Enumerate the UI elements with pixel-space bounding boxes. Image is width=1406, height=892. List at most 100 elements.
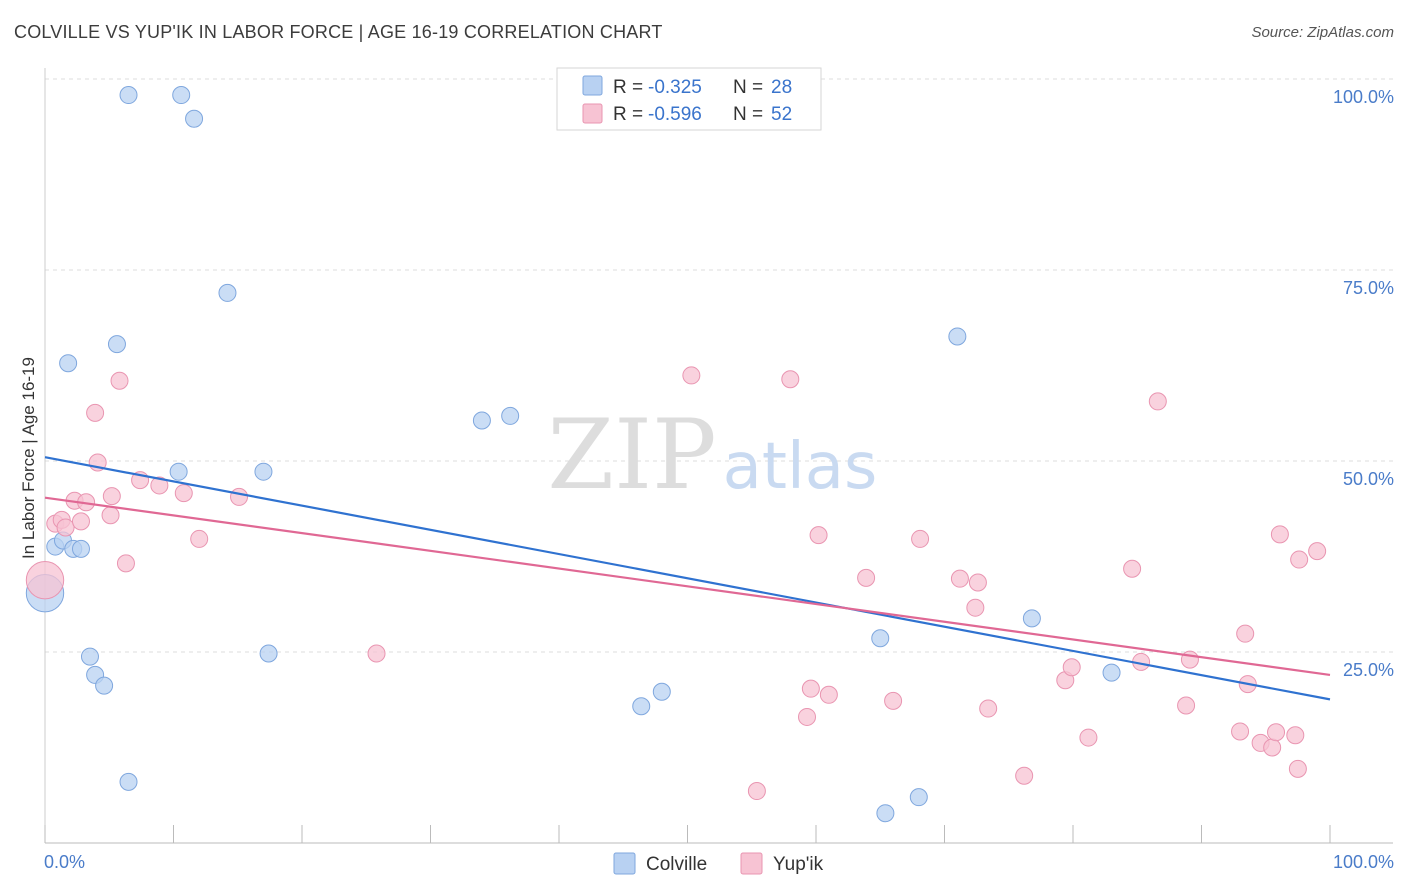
yupik-point-24 bbox=[809, 526, 828, 545]
y-tick-labels: 100.0% 75.0% 50.0% 25.0% bbox=[1333, 87, 1394, 680]
yupik-point-39 bbox=[1148, 392, 1167, 411]
y-tick-label-1: 75.0% bbox=[1343, 278, 1394, 298]
yupik-point-10 bbox=[102, 487, 121, 506]
colville-point-5 bbox=[59, 354, 78, 373]
yupik-point-30 bbox=[966, 598, 985, 617]
x-tick-label-left: 0.0% bbox=[44, 852, 85, 872]
watermark-atlas: atlas bbox=[723, 430, 878, 504]
yupik-point-50 bbox=[1288, 759, 1307, 778]
yupik-point-15 bbox=[174, 484, 193, 503]
yupik-point-28 bbox=[911, 529, 930, 548]
yupik-point-51 bbox=[1290, 550, 1309, 569]
yupik-point-31 bbox=[968, 573, 987, 592]
yupik-trend-line bbox=[44, 496, 1331, 677]
watermark: ZIP atlas bbox=[547, 399, 877, 511]
legend-swatch-colville bbox=[582, 75, 603, 96]
grid-layer bbox=[45, 78, 1393, 653]
legend-r-label-colville: R = bbox=[613, 77, 643, 98]
yupik-point-0 bbox=[25, 560, 65, 600]
yupik-point-47 bbox=[1267, 723, 1286, 742]
series-legend: Colville Yup'ik bbox=[613, 852, 824, 875]
legend-r-label-yupik: R = bbox=[613, 104, 643, 125]
colville-point-15 bbox=[218, 283, 237, 302]
colville-point-18 bbox=[472, 411, 491, 430]
bottom-legend-swatch-yupik bbox=[740, 852, 763, 875]
yupik-point-26 bbox=[857, 568, 876, 587]
colville-point-24 bbox=[909, 788, 928, 807]
colville-point-20 bbox=[632, 697, 651, 716]
legend-swatch-yupik bbox=[582, 103, 603, 124]
yupik-point-32 bbox=[979, 699, 998, 718]
colville-point-25 bbox=[948, 327, 967, 346]
y-tick-label-2: 50.0% bbox=[1343, 469, 1394, 489]
yupik-point-35 bbox=[1062, 658, 1081, 677]
yupik-point-5 bbox=[71, 512, 90, 531]
y-tick-label-3: 25.0% bbox=[1343, 660, 1394, 680]
colville-point-19 bbox=[501, 406, 520, 425]
colville-point-4 bbox=[71, 539, 90, 558]
yupik-point-17 bbox=[230, 487, 249, 506]
points-layer bbox=[25, 86, 1327, 823]
colville-trend-line bbox=[44, 456, 1331, 701]
colville-point-27 bbox=[1102, 663, 1121, 682]
yupik-point-25 bbox=[819, 685, 838, 704]
yupik-point-3 bbox=[56, 518, 75, 537]
yupik-point-22 bbox=[798, 707, 817, 726]
legend-n-label-colville: N = bbox=[733, 77, 763, 98]
chart-title: COLVILLE VS YUP'IK IN LABOR FORCE | AGE … bbox=[14, 22, 663, 42]
colville-point-9 bbox=[107, 335, 126, 354]
yupik-point-19 bbox=[682, 366, 701, 385]
colville-point-6 bbox=[80, 647, 99, 666]
y-axis-label: In Labor Force | Age 16-19 bbox=[19, 357, 38, 559]
colville-point-8 bbox=[95, 676, 114, 695]
y-tick-label-0: 100.0% bbox=[1333, 87, 1394, 107]
yupik-point-21 bbox=[781, 370, 800, 389]
bottom-legend-label-yupik: Yup'ik bbox=[773, 854, 824, 875]
colville-point-17 bbox=[259, 644, 278, 663]
correlation-legend: R = -0.325 N = 28 R = -0.596 N = 52 bbox=[556, 67, 822, 131]
watermark-zip: ZIP bbox=[547, 399, 716, 511]
colville-point-11 bbox=[119, 86, 138, 105]
yupik-point-20 bbox=[747, 782, 766, 801]
yupik-point-7 bbox=[86, 403, 105, 422]
colville-point-14 bbox=[185, 109, 204, 128]
axis-layer bbox=[44, 68, 1393, 844]
yupik-point-11 bbox=[110, 371, 129, 390]
yupik-point-16 bbox=[190, 529, 209, 548]
yupik-point-12 bbox=[116, 554, 135, 573]
yupik-point-36 bbox=[1079, 728, 1098, 747]
colville-point-22 bbox=[871, 629, 890, 648]
legend-n-label-yupik: N = bbox=[733, 104, 763, 125]
colville-point-10 bbox=[119, 772, 138, 791]
legend-n-value-colville: 28 bbox=[771, 77, 792, 98]
legend-r-value-colville: -0.325 bbox=[648, 77, 702, 98]
bottom-legend-label-colville: Colville bbox=[646, 854, 707, 875]
chart-source: Source: ZipAtlas.com bbox=[1251, 24, 1394, 41]
yupik-point-49 bbox=[1286, 726, 1305, 745]
colville-point-21 bbox=[652, 682, 671, 701]
yupik-point-29 bbox=[950, 569, 969, 588]
yupik-point-40 bbox=[1177, 696, 1196, 715]
colville-point-13 bbox=[172, 86, 191, 105]
colville-point-12 bbox=[169, 462, 188, 481]
yupik-point-18 bbox=[367, 644, 386, 663]
yupik-point-23 bbox=[801, 679, 820, 698]
bottom-legend-swatch-colville bbox=[613, 852, 636, 875]
yupik-point-9 bbox=[101, 506, 120, 525]
colville-point-16 bbox=[254, 462, 273, 481]
yupik-point-48 bbox=[1270, 525, 1289, 544]
legend-n-value-yupik: 52 bbox=[771, 104, 792, 125]
yupik-point-33 bbox=[1015, 766, 1034, 785]
x-tick-label-right: 100.0% bbox=[1333, 852, 1394, 872]
yupik-point-14 bbox=[150, 476, 169, 495]
yupik-point-46 bbox=[1263, 738, 1282, 757]
yupik-point-37 bbox=[1123, 559, 1142, 578]
yupik-point-52 bbox=[1308, 542, 1327, 561]
colville-point-26 bbox=[1022, 609, 1041, 628]
yupik-point-42 bbox=[1231, 722, 1250, 741]
colville-point-23 bbox=[876, 804, 895, 823]
yupik-point-27 bbox=[884, 691, 903, 710]
trend-layer bbox=[44, 456, 1331, 701]
yupik-point-43 bbox=[1236, 624, 1255, 643]
